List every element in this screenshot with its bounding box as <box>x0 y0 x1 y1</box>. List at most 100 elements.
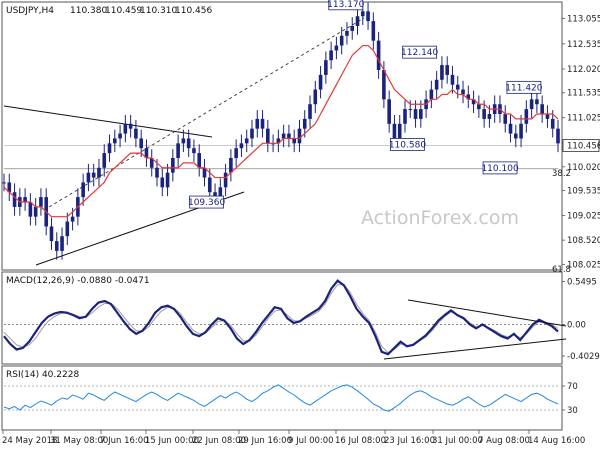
candle-body <box>118 133 122 139</box>
candle-body <box>308 104 312 119</box>
candle-body <box>355 16 360 26</box>
last-price-label: 110.456 <box>567 141 600 151</box>
price-tick-label: 108.520 <box>567 236 600 246</box>
fib-label-382: 38.2 <box>552 169 571 179</box>
candle-body <box>413 109 418 119</box>
candle-body <box>276 138 281 144</box>
candle-body <box>550 118 555 129</box>
candle-body <box>218 187 223 198</box>
candle-body <box>33 206 38 217</box>
candle-body <box>113 138 117 144</box>
price-annotation-label: 110.100 <box>481 164 518 174</box>
candle-body <box>382 70 386 100</box>
macd-tick-label: 0.00 <box>567 320 586 330</box>
x-tick-label: 7 Aug 08:00 <box>478 436 530 446</box>
candle-body <box>455 84 460 90</box>
candle-body <box>487 114 492 119</box>
candle-body <box>461 89 465 95</box>
price-ohlc-low: 110.310 <box>140 6 177 16</box>
candle-body <box>155 167 159 178</box>
candle-body <box>535 99 539 105</box>
price-tick-label: 108.025 <box>567 260 600 270</box>
candle-body <box>429 89 434 100</box>
candle-body <box>477 104 481 110</box>
candle-body <box>440 65 444 80</box>
price-annotation-box <box>328 0 364 11</box>
candle-body <box>244 138 249 144</box>
candle-body <box>171 158 175 173</box>
candle-body <box>508 123 513 134</box>
candle-body <box>503 114 508 124</box>
price-annotation-box <box>482 161 518 175</box>
candle-body <box>329 50 333 61</box>
candle-body <box>450 74 455 85</box>
fib-label-618: 61.8 <box>552 265 571 275</box>
candle-body <box>176 143 180 158</box>
candle-body <box>324 60 328 75</box>
candle-body <box>350 26 355 31</box>
x-tick-label: 15 Jun 00:00 <box>145 436 199 446</box>
candle-body <box>2 182 6 184</box>
candle-body <box>197 153 202 168</box>
candle-body <box>556 128 560 144</box>
candle-body <box>97 167 101 178</box>
candle-body <box>207 177 212 193</box>
candle-body <box>81 182 85 198</box>
macd-line <box>3 279 559 356</box>
candle-body <box>181 138 186 144</box>
candle-body <box>339 35 344 46</box>
price-annotation-label: 110.580 <box>389 140 426 150</box>
macd-signal-line <box>3 284 559 354</box>
candle-body <box>91 172 96 178</box>
price-annotation-label: 111.420 <box>505 83 542 93</box>
price-panel-frame <box>1 1 563 271</box>
candle-body <box>192 148 196 154</box>
resistance-trendline <box>3 105 213 138</box>
moving-average-line <box>3 44 559 218</box>
candle-body <box>139 138 143 149</box>
watermark: ActionForex.com <box>361 207 519 229</box>
macd-tick-label: -0.4029 <box>567 352 600 362</box>
macd-lower-trendline <box>383 338 567 360</box>
candle-body <box>234 148 238 158</box>
x-tick-label: 24 May 2018 <box>2 436 57 446</box>
candle-body <box>387 99 391 124</box>
candle-body <box>39 197 43 207</box>
macd-tick-label: 0.5495 <box>567 278 597 288</box>
candle-body <box>334 45 339 51</box>
candle-body <box>540 104 544 114</box>
candle-body <box>466 94 471 100</box>
price-ohlc-open: 110.380 <box>70 6 107 16</box>
x-tick-label: 23 Jul 16:00 <box>384 436 435 446</box>
rsi-tick-label: 30 <box>567 406 578 416</box>
candle-body <box>471 99 476 105</box>
candle-body <box>65 221 70 237</box>
macd-upper-trendline <box>407 299 567 327</box>
candle-body <box>60 236 64 251</box>
macd-panel-title: MACD(12,26,9) -0.0880 -0.0471 <box>6 276 150 286</box>
price-tick-label: 109.535 <box>567 187 600 197</box>
candle-body <box>260 118 265 129</box>
candle-body <box>7 182 12 193</box>
candle-body <box>366 11 370 22</box>
rsi-panel-frame <box>1 365 563 431</box>
candle-body <box>371 21 376 41</box>
candle-body <box>482 109 486 119</box>
channel-dashed-line <box>43 17 365 211</box>
candle-body <box>524 109 529 124</box>
candle-body <box>70 216 75 222</box>
price-tick-label: 113.055 <box>567 14 600 24</box>
x-tick-label: 14 Aug 16:00 <box>528 436 585 446</box>
price-ohlc-high: 110.459 <box>105 6 142 16</box>
candle-body <box>102 153 107 168</box>
candle-body <box>128 123 133 129</box>
candle-body <box>434 79 439 90</box>
candle-body <box>134 128 138 139</box>
x-tick-label: 31 May 08:00 <box>50 436 108 446</box>
candle-body <box>250 128 254 139</box>
candle-body <box>318 74 323 90</box>
candle-body <box>419 109 423 119</box>
candle-body <box>123 123 128 134</box>
candle-body <box>28 202 33 217</box>
